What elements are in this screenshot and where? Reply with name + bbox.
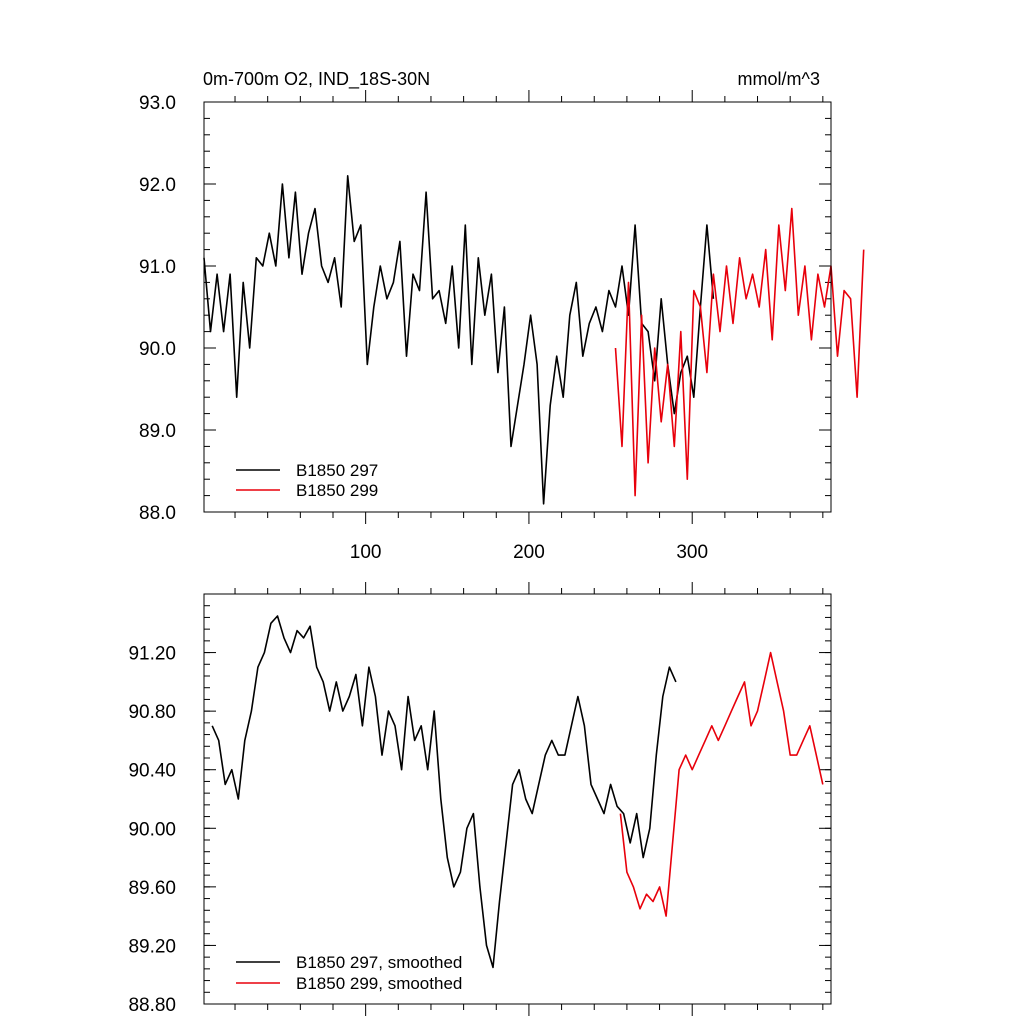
y-tick-label: 90.80 <box>128 702 176 723</box>
top-chart-series <box>203 175 865 505</box>
top-chart-frame <box>203 101 832 513</box>
series-line-bottom-1 <box>211 615 677 969</box>
y-tick-label: 91.20 <box>128 644 176 665</box>
y-tick-label: 89.20 <box>128 936 176 957</box>
y-tick-label: 88.80 <box>128 995 176 1016</box>
series-line-top-2 <box>614 207 865 497</box>
x-tick-label: 200 <box>513 542 545 563</box>
bottom-chart-series <box>211 615 824 969</box>
y-tick-label: 90.00 <box>128 819 176 840</box>
legend-label-bottom-2: B1850 299, smoothed <box>296 974 462 993</box>
y-tick-label: 88.0 <box>139 503 176 524</box>
top-chart-ticks: 88.0 89.0 90.0 91.0 92.0 93.0 100 200 300 <box>139 90 831 563</box>
series-line-top-1 <box>203 175 715 505</box>
y-tick-label: 90.40 <box>128 761 176 782</box>
bottom-chart-ticks: 88.80 89.20 89.60 90.00 90.40 90.80 91.20 <box>128 582 831 1016</box>
legend-label-top-2: B1850 299 <box>296 481 378 500</box>
bottom-chart: 88.80 89.20 89.60 90.00 90.40 90.80 91.20 B185… <box>128 582 832 1016</box>
x-tick-label: 300 <box>676 542 708 563</box>
y-tick-label: 90.0 <box>139 339 176 360</box>
y-tick-label: 89.60 <box>128 878 176 899</box>
bottom-chart-legend: B1850 297, smoothed B1850 299, smoothed <box>236 953 462 993</box>
y-tick-label: 92.0 <box>139 175 176 196</box>
y-tick-label: 93.0 <box>139 93 176 114</box>
y-tick-label: 91.0 <box>139 257 176 278</box>
top-chart: 0m-700m O2, IND_18S-30N mmol/m^3 88.0 89.… <box>139 69 865 563</box>
top-chart-units: mmol/m^3 <box>738 69 820 89</box>
legend-label-bottom-1: B1850 297, smoothed <box>296 953 462 972</box>
series-line-bottom-2 <box>619 651 824 917</box>
legend-label-top-1: B1850 297 <box>296 461 378 480</box>
bottom-chart-frame <box>203 593 832 1005</box>
top-chart-legend: B1850 297 B1850 299 <box>236 461 378 500</box>
x-tick-label: 100 <box>350 542 382 563</box>
y-tick-label: 89.0 <box>139 421 176 442</box>
top-chart-title: 0m-700m O2, IND_18S-30N <box>203 69 430 90</box>
